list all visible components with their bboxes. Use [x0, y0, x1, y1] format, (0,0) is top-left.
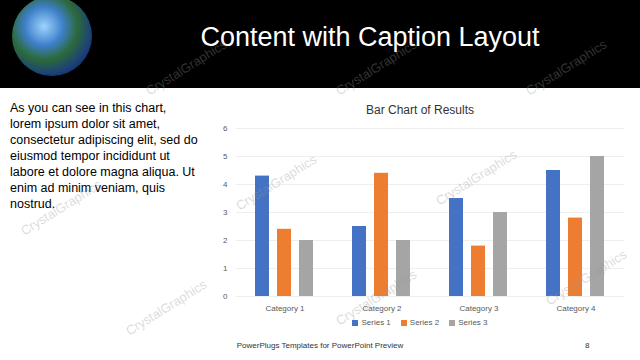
svg-text:Category 2: Category 2	[362, 304, 402, 313]
svg-text:0: 0	[223, 292, 228, 301]
svg-text:Category 3: Category 3	[459, 304, 499, 313]
svg-text:3: 3	[223, 208, 228, 217]
svg-text:5: 5	[223, 152, 228, 161]
svg-text:Category 4: Category 4	[556, 304, 596, 313]
svg-text:Category 1: Category 1	[265, 304, 305, 313]
svg-text:6: 6	[223, 124, 228, 133]
svg-text:4: 4	[223, 180, 228, 189]
svg-text:2: 2	[223, 236, 228, 245]
svg-text:1: 1	[223, 264, 228, 273]
